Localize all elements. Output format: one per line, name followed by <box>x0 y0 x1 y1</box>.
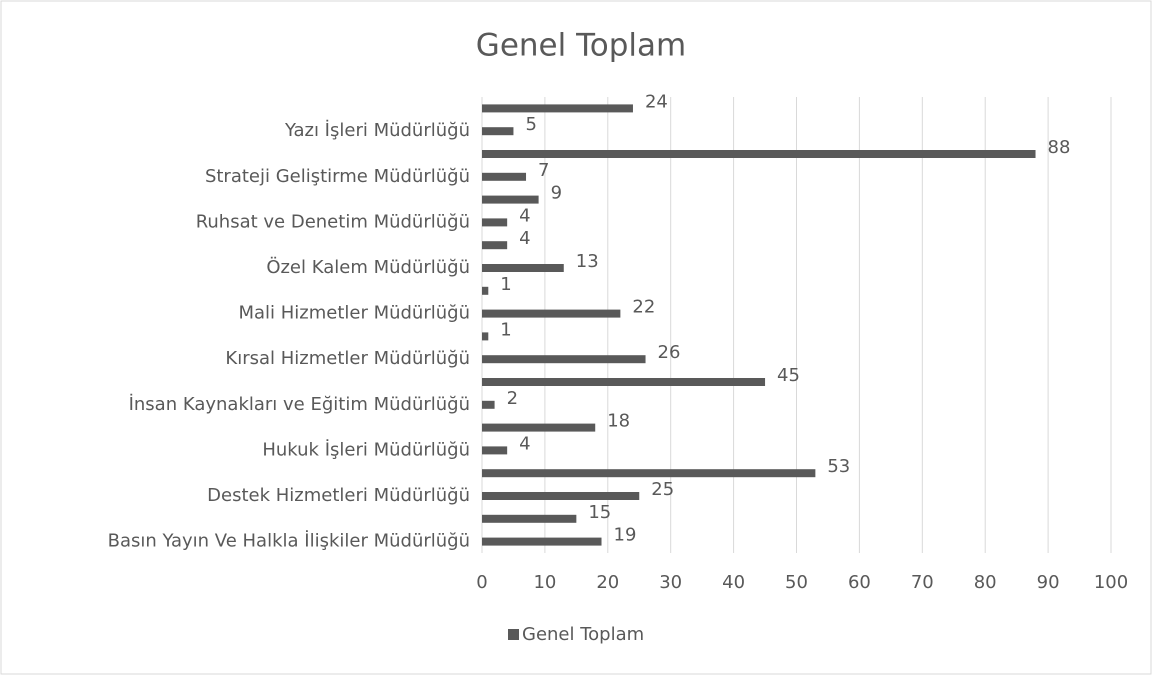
x-tick-label: 70 <box>911 572 934 593</box>
x-tick-label: 20 <box>596 572 619 593</box>
y-tick-label: Kırsal Hizmetler Müdürlüğü <box>225 348 470 369</box>
bar <box>482 309 621 318</box>
data-label: 88 <box>1048 137 1071 158</box>
y-tick-label: Mali Hizmetler Müdürlüğü <box>238 303 470 324</box>
legend-swatch <box>508 629 519 640</box>
data-label: 9 <box>551 183 562 204</box>
bar <box>482 537 602 546</box>
data-label: 18 <box>607 411 630 432</box>
bar <box>482 218 508 227</box>
y-tick-label: Ruhsat ve Denetim Müdürlüğü <box>196 211 470 232</box>
bar <box>482 286 489 295</box>
data-label: 25 <box>651 479 674 500</box>
bar <box>482 446 508 455</box>
y-tick-label: Destek Hizmetleri Müdürlüğü <box>207 485 470 506</box>
bar <box>482 332 489 341</box>
y-tick-label: Strateji Geliştirme Müdürlüğü <box>205 166 470 187</box>
bar <box>482 423 596 432</box>
chart-title: Genel Toplam <box>476 28 686 64</box>
bar <box>482 355 646 364</box>
bar <box>482 195 539 204</box>
data-label: 1 <box>500 274 511 295</box>
bar <box>482 264 564 272</box>
x-tick-label: 60 <box>848 572 871 593</box>
data-label: 15 <box>588 502 611 523</box>
y-tick-label: Yazı İşleri Müdürlüğü <box>284 120 470 141</box>
bar <box>482 469 816 478</box>
y-tick-label: İnsan Kaynakları ve Eğitim Müdürlüğü <box>129 394 470 415</box>
data-label: 45 <box>777 365 800 386</box>
data-label: 22 <box>632 297 655 318</box>
data-label: 4 <box>519 433 530 454</box>
legend-label: Genel Toplam <box>522 624 644 645</box>
x-tick-label: 80 <box>974 572 997 593</box>
data-label: 2 <box>507 388 518 409</box>
bar <box>482 400 495 409</box>
data-label: 24 <box>645 91 668 112</box>
y-tick-label: Özel Kalem Müdürlüğü <box>266 256 470 278</box>
x-tick-label: 40 <box>722 572 745 593</box>
bar <box>482 241 508 250</box>
data-label: 1 <box>500 319 511 340</box>
x-tick-label: 100 <box>1094 572 1128 593</box>
x-tick-label: 50 <box>785 572 808 593</box>
bar <box>482 492 640 500</box>
data-label: 53 <box>827 456 850 477</box>
data-label: 13 <box>576 251 599 272</box>
data-label: 26 <box>658 342 681 363</box>
bar <box>482 172 527 181</box>
data-label: 19 <box>614 525 637 546</box>
data-label: 4 <box>519 228 530 249</box>
x-tick-label: 90 <box>1037 572 1060 593</box>
data-label: 7 <box>538 160 549 181</box>
bar <box>482 150 1036 158</box>
data-label: 5 <box>525 114 536 135</box>
y-tick-label: Basın Yayın Ve Halkla İlişkiler Müdürlüğ… <box>108 531 470 552</box>
bar <box>482 104 633 113</box>
data-label: 4 <box>519 205 530 226</box>
x-tick-label: 30 <box>659 572 682 593</box>
x-tick-label: 0 <box>476 572 487 593</box>
bar <box>482 127 514 136</box>
x-tick-label: 10 <box>533 572 556 593</box>
bar <box>482 378 766 386</box>
bar <box>482 514 577 523</box>
y-tick-label: Hukuk İşleri Müdürlüğü <box>262 439 470 460</box>
